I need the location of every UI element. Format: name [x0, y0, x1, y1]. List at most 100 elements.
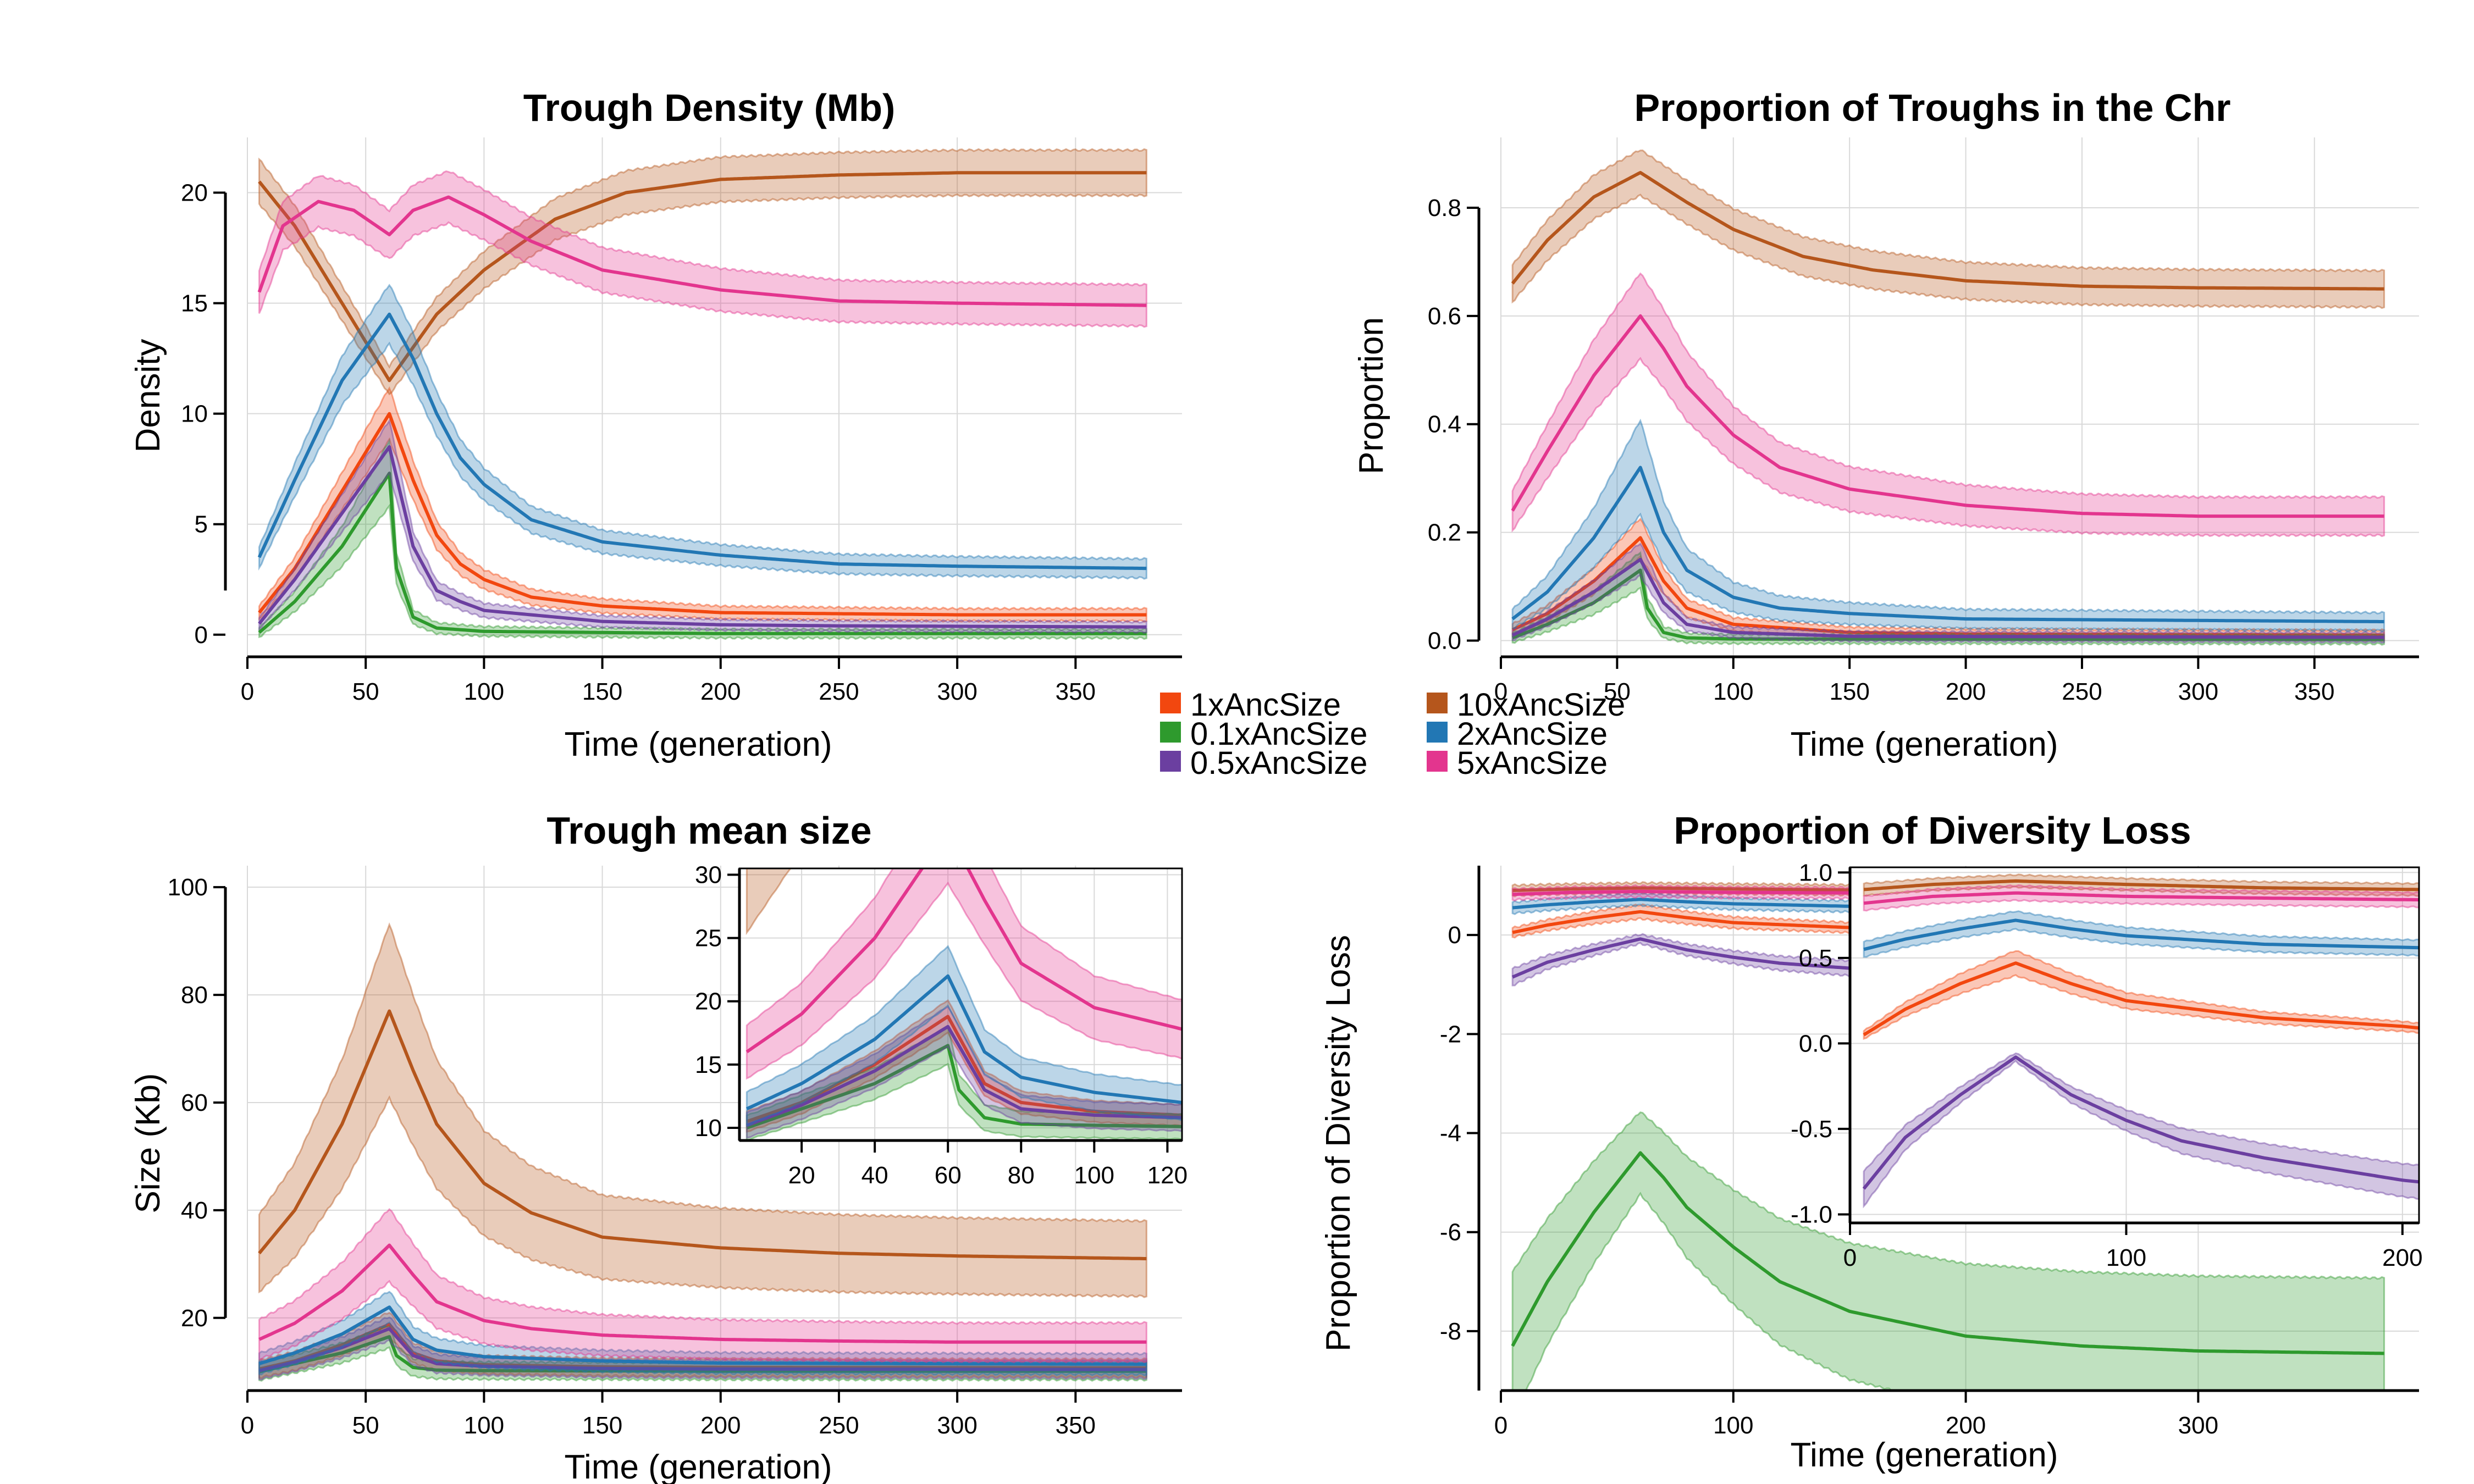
size_inset-band-5xAncSize: [745, 868, 1182, 1080]
legend-swatch-1xAncSize: [1160, 693, 1181, 713]
proportion-band-5xAncSize: [1511, 272, 2385, 538]
proportion-xlabel: Time (generation): [1790, 726, 2058, 763]
size-xtick-label: 350: [1056, 1412, 1096, 1439]
size_inset-line-1xAncSize: [746, 1015, 1182, 1123]
density-line-5xAncSize: [257, 195, 1147, 307]
size-ytick-label: 40: [181, 1197, 208, 1224]
diversity-line-0.1xAncSize: [1511, 1151, 2384, 1355]
density-xtick-label: 200: [700, 678, 741, 705]
legend-label-5xAncSize: 5xAncSize: [1457, 745, 1608, 781]
size-band-10xAncSize: [258, 922, 1147, 1298]
proportion-line-1xAncSize: [1511, 536, 2384, 637]
legend-swatch-0.1xAncSize: [1160, 722, 1181, 743]
diversity_inset-plot-area: [1862, 873, 2419, 1209]
diversity_inset-xtick-label: 0: [1843, 1244, 1857, 1271]
size-xtick-label: 250: [819, 1412, 859, 1439]
density-xtick-label: 350: [1056, 678, 1096, 705]
size_inset-band-10xAncSize: [745, 868, 1182, 935]
size_inset-plot-area: [745, 868, 1182, 1140]
size-xtick-label: 100: [464, 1412, 504, 1439]
proportion-title: Proportion of Troughs in the Chr: [1634, 86, 2231, 129]
proportion-xtick-label: 0: [1494, 678, 1507, 705]
diversity_inset-ytick-label: 1.0: [1799, 859, 1832, 886]
legend-label-10xAncSize: 10xAncSize: [1457, 687, 1625, 723]
diversity_inset-ytick-label: -0.5: [1791, 1116, 1832, 1143]
density-band-1xAncSize: [258, 386, 1147, 623]
proportion-xtick-label: 100: [1713, 678, 1753, 705]
density-panel: 0 50 100 150 200 250 300 350 0 5 10 15 20: [181, 137, 1182, 705]
size_inset-panel: 20 40 60 80 100 120 10 15 20 25 30: [695, 862, 1188, 1189]
proportion-ytick-label: 0.0: [1428, 627, 1461, 654]
density-xtick-label: 100: [464, 678, 504, 705]
size_inset-xtick-label: 100: [1074, 1162, 1114, 1189]
legend-label-0.1xAncSize: 0.1xAncSize: [1190, 716, 1367, 752]
size_inset-grid: [739, 868, 1182, 1140]
proportion-xtick-label: 200: [1946, 678, 1986, 705]
diversity_inset-line-10xAncSize: [1863, 879, 2419, 891]
size_inset-ytick-label: 30: [695, 862, 722, 889]
diversity_inset-ytick-label: 0.0: [1799, 1030, 1832, 1057]
size-ytick-label: 100: [168, 874, 208, 901]
proportion-xtick-label: 350: [2294, 678, 2334, 705]
diversity_inset-line-1xAncSize: [1863, 961, 2419, 1037]
diversity-axes: [1477, 866, 2419, 1392]
density-line-1xAncSize: [258, 412, 1147, 617]
diversity-ytick-label: -4: [1440, 1120, 1461, 1147]
diversity_inset-background: [1850, 867, 2419, 1223]
proportion-plot-area: [1511, 149, 2385, 646]
density-band-2xAncSize: [258, 284, 1147, 580]
size-line-0.5xAncSize: [258, 1327, 1147, 1372]
diversity_inset-band-0.5xAncSize: [1863, 1052, 2419, 1209]
size-line-5xAncSize: [258, 1243, 1147, 1344]
size_inset-ticks: 20 40 60 80 100 120 10 15 20 25 30: [695, 862, 1188, 1189]
density-ytick-label: 5: [195, 511, 208, 538]
density-xtick-label: 300: [937, 678, 977, 705]
size-xtick-label: 150: [582, 1412, 622, 1439]
density-xlabel: Time (generation): [564, 726, 832, 763]
size-ytick-label: 80: [181, 982, 208, 1009]
density-band-5xAncSize: [258, 170, 1147, 328]
size-band-1xAncSize: [258, 1311, 1147, 1380]
diversity-ytick-label: 0: [1448, 922, 1461, 949]
density-line-0.5xAncSize: [258, 445, 1147, 629]
diversity_inset-band-1xAncSize: [1863, 950, 2419, 1040]
density-xtick-label: 250: [819, 678, 859, 705]
diversity-xtick-label: 100: [1713, 1412, 1753, 1439]
legend-label-2xAncSize: 2xAncSize: [1457, 716, 1608, 752]
size_inset-xtick-label: 20: [788, 1162, 815, 1189]
size_inset-xtick-label: 60: [935, 1162, 962, 1189]
density-ylabel: Density: [129, 339, 167, 453]
proportion-band-10xAncSize: [1511, 149, 2385, 309]
density-line-10xAncSize: [258, 171, 1147, 383]
size-xtick-label: 300: [937, 1412, 977, 1439]
density-ytick-label: 10: [181, 401, 208, 428]
size-band-5xAncSize: [258, 1208, 1147, 1364]
proportion-band-0.5xAncSize: [1511, 542, 2385, 644]
proportion-band-2xAncSize: [1511, 418, 2385, 633]
proportion-line-5xAncSize: [1511, 314, 2384, 518]
legend-label-1xAncSize: 1xAncSize: [1190, 687, 1341, 723]
diversity-title: Proportion of Diversity Loss: [1674, 809, 2191, 852]
legend-swatch-5xAncSize: [1427, 751, 1448, 772]
size-xtick-label: 50: [352, 1412, 379, 1439]
density-xtick-label: 50: [352, 678, 379, 705]
density-xtick-label: 0: [241, 678, 254, 705]
proportion-ytick-label: 0.6: [1428, 303, 1461, 330]
size-title: Trough mean size: [546, 809, 871, 852]
size-ticks: 0 50 100 150 200 250 300 350 20 40 60 80 100: [168, 874, 1096, 1439]
legend-swatch-0.5xAncSize: [1160, 751, 1181, 772]
diversity-ticks: 0 100 200 300 -8 -6 -4 -2 0: [1440, 922, 2218, 1439]
size-line-0.1xAncSize: [258, 1335, 1147, 1374]
density-xtick-label: 150: [582, 678, 622, 705]
size_inset-band-1xAncSize: [745, 999, 1182, 1133]
size-ytick-label: 60: [181, 1089, 208, 1116]
diversity-xtick-label: 200: [1946, 1412, 1986, 1439]
diversity-ytick-label: -8: [1440, 1318, 1461, 1345]
size_inset-xtick-label: 40: [862, 1162, 888, 1189]
size-line-10xAncSize: [258, 1009, 1147, 1260]
size-line-2xAncSize: [258, 1305, 1147, 1366]
diversity_inset-grid: [1849, 867, 2419, 1223]
density-ticks: 0 50 100 150 200 250 300 350 0 5 10 15 20: [181, 180, 1096, 705]
density-ytick-label: 15: [181, 290, 208, 317]
